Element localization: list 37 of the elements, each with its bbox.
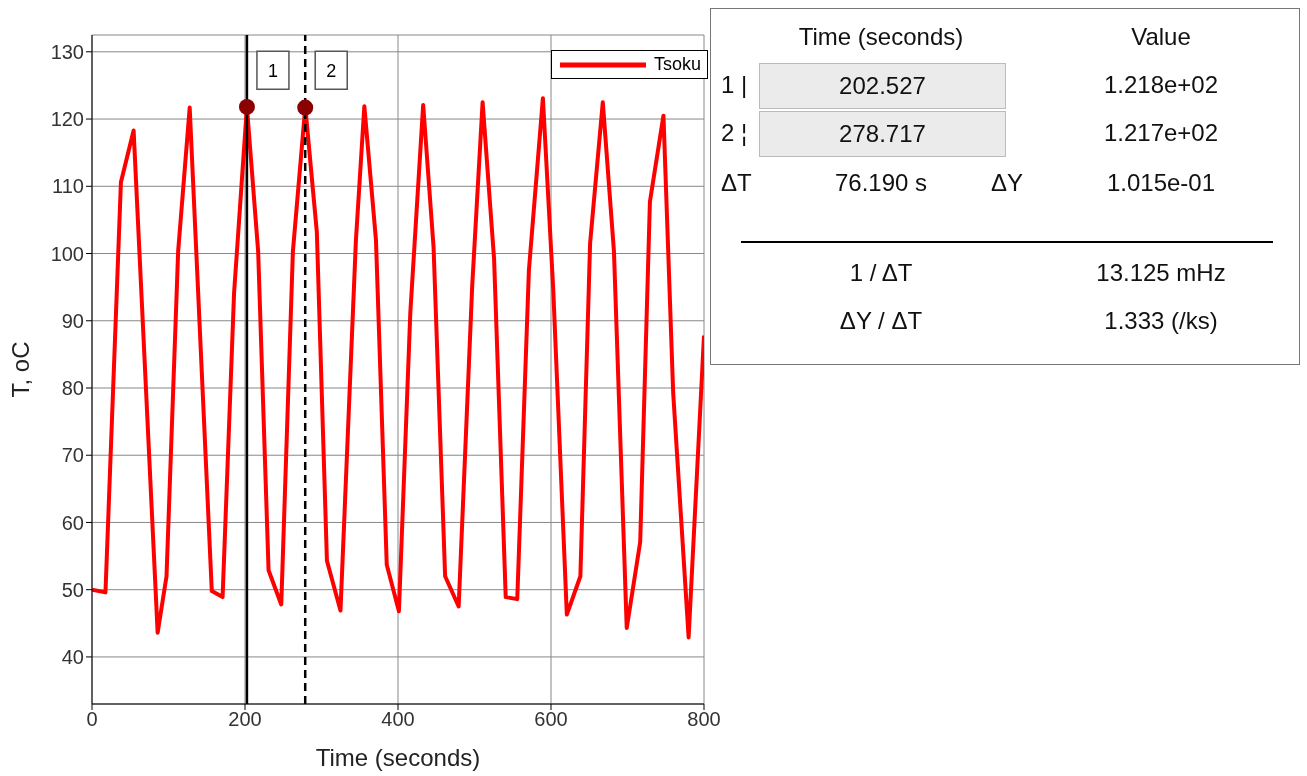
text: 1.217e+02 <box>1102 119 1220 147</box>
y-tick-label: 100 <box>50 242 84 265</box>
text-field: 278.717 <box>759 111 1006 157</box>
text: ΔT <box>721 169 753 197</box>
annotation: 2 <box>326 61 337 82</box>
text: 2 ¦ <box>721 119 749 147</box>
y-tick-label: 80 <box>61 377 84 400</box>
y-tick-label: 130 <box>50 40 84 63</box>
text: 1.333 (/ks) <box>1103 307 1219 335</box>
y-tick-label: 110 <box>52 175 84 198</box>
y-axis-title: T, oC <box>6 341 34 398</box>
y-tick-label: 90 <box>61 309 84 332</box>
x-tick-label: 400 <box>381 708 415 731</box>
text: 76.190 s <box>833 169 929 197</box>
x-tick-label: 200 <box>228 708 262 731</box>
x-tick-label: 800 <box>687 708 721 731</box>
x-axis-title: Time (seconds) <box>315 744 481 771</box>
text: 1.218e+02 <box>1102 71 1220 99</box>
y-tick-label: 40 <box>61 646 84 669</box>
text: Time (seconds) <box>797 23 965 51</box>
text-field: 202.527 <box>759 63 1006 109</box>
annotation: 1 <box>267 61 278 82</box>
text: ΔY / ΔT <box>838 307 924 335</box>
y-tick-label: 70 <box>61 444 84 467</box>
text: ΔY <box>991 169 1025 197</box>
y-tick-label: 50 <box>61 578 84 601</box>
legend-label: Tsoku <box>653 54 701 75</box>
x-tick-label: 0 <box>86 708 98 731</box>
y-tick-label: 60 <box>61 511 84 534</box>
y-tick-label: 120 <box>50 108 84 131</box>
text: 1.015e-01 <box>1105 169 1217 197</box>
line-series <box>92 96 704 640</box>
x-tick-label: 600 <box>534 708 568 731</box>
text: 13.125 mHz <box>1095 259 1227 287</box>
text: Value <box>1130 23 1192 51</box>
text: 1 | <box>721 71 749 99</box>
text: 1 / ΔT <box>848 259 914 287</box>
